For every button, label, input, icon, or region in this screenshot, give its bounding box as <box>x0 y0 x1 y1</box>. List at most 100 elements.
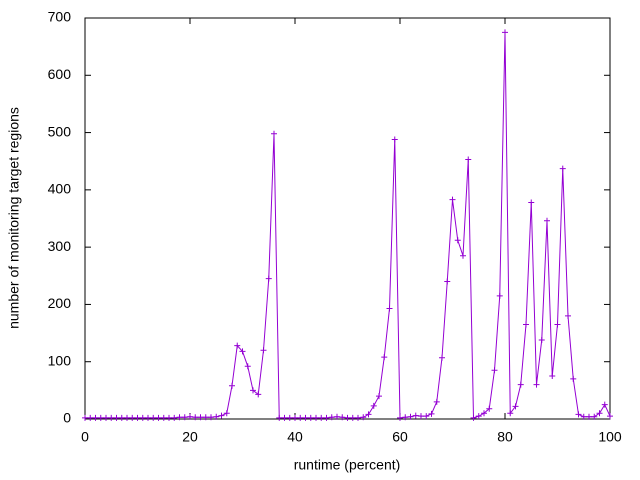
x-tick-label: 0 <box>81 429 89 445</box>
data-point <box>591 413 598 420</box>
data-point <box>517 381 524 388</box>
data-point <box>87 414 94 421</box>
data-point <box>433 398 440 405</box>
data-point <box>486 405 493 412</box>
data-point <box>596 410 603 417</box>
data-point <box>118 414 125 421</box>
data-point <box>187 413 193 420</box>
data-point <box>155 414 162 421</box>
y-axis-label: number of monitoring target regions <box>6 107 22 329</box>
data-point <box>113 414 120 421</box>
data-point <box>313 414 319 421</box>
data-point <box>533 381 540 388</box>
data-point <box>523 321 529 328</box>
data-point <box>218 412 225 419</box>
data-point <box>475 413 482 420</box>
data-point <box>439 354 445 361</box>
y-tick-label: 300 <box>48 238 72 254</box>
data-point <box>386 305 393 312</box>
data-point <box>302 414 309 421</box>
x-tick-label: 40 <box>287 429 303 445</box>
data-point <box>507 410 514 417</box>
data-line <box>85 32 611 419</box>
data-point <box>418 413 424 420</box>
data-point <box>166 414 172 421</box>
data-point <box>129 414 136 421</box>
data-point <box>365 411 372 418</box>
data-point <box>601 401 608 408</box>
data-point <box>276 414 283 421</box>
data-point <box>355 414 361 421</box>
data-point <box>528 199 535 206</box>
x-tick-label: 20 <box>182 429 198 445</box>
data-point <box>460 252 466 259</box>
data-point <box>197 414 204 421</box>
data-point <box>328 414 335 421</box>
data-point <box>454 237 461 244</box>
data-point <box>171 414 178 421</box>
data-point <box>92 414 99 421</box>
data-point <box>502 29 508 36</box>
y-tick-label: 700 <box>48 9 72 25</box>
data-point <box>281 414 288 421</box>
data-point <box>575 411 582 418</box>
x-tick-label: 100 <box>598 429 622 445</box>
data-point <box>538 336 545 343</box>
data-point <box>339 414 346 421</box>
data-point <box>250 387 256 394</box>
data-point <box>97 414 104 421</box>
data-point <box>397 414 403 421</box>
data-point <box>192 414 199 421</box>
data-point <box>265 275 272 282</box>
data-point <box>82 414 88 421</box>
data-point <box>570 375 577 382</box>
data-point <box>181 414 188 421</box>
data-point <box>292 414 298 421</box>
data-point <box>307 414 314 421</box>
data-point <box>234 342 241 349</box>
y-tick-label: 600 <box>48 66 72 82</box>
x-tick-label: 60 <box>392 429 408 445</box>
y-tick-label: 100 <box>48 352 72 368</box>
data-point <box>297 414 304 421</box>
data-point <box>349 414 356 421</box>
y-tick-label: 400 <box>48 181 72 197</box>
data-point <box>318 414 325 421</box>
data-point <box>150 414 157 421</box>
data-point <box>465 156 472 163</box>
data-point <box>580 413 587 420</box>
data-point <box>134 414 141 421</box>
data-point <box>271 130 277 137</box>
data-point <box>444 278 451 285</box>
data-point <box>491 367 498 374</box>
data-point <box>223 410 230 417</box>
data-point <box>124 414 130 421</box>
data-point <box>202 414 209 421</box>
data-point <box>213 413 220 420</box>
data-point <box>407 413 414 420</box>
data-point <box>402 414 409 421</box>
data-point <box>449 196 456 203</box>
data-point <box>554 321 561 328</box>
x-axis-label: runtime (percent) <box>294 457 401 473</box>
x-tick-label: 80 <box>497 429 513 445</box>
data-point <box>470 414 477 421</box>
data-point <box>412 412 419 419</box>
data-point <box>559 165 566 172</box>
data-point <box>607 413 613 420</box>
data-point <box>160 414 167 421</box>
y-tick-label: 0 <box>63 410 71 426</box>
data-point <box>391 136 398 143</box>
data-point <box>208 414 214 421</box>
data-point <box>428 410 435 417</box>
data-point <box>255 391 262 398</box>
data-point <box>108 414 115 421</box>
data-point <box>549 373 556 380</box>
y-tick-label: 500 <box>48 123 72 139</box>
data-point <box>260 347 267 354</box>
data-point <box>544 217 550 224</box>
data-point <box>360 414 367 421</box>
data-point <box>334 413 340 420</box>
data-point <box>586 413 592 420</box>
data-point <box>239 348 246 355</box>
